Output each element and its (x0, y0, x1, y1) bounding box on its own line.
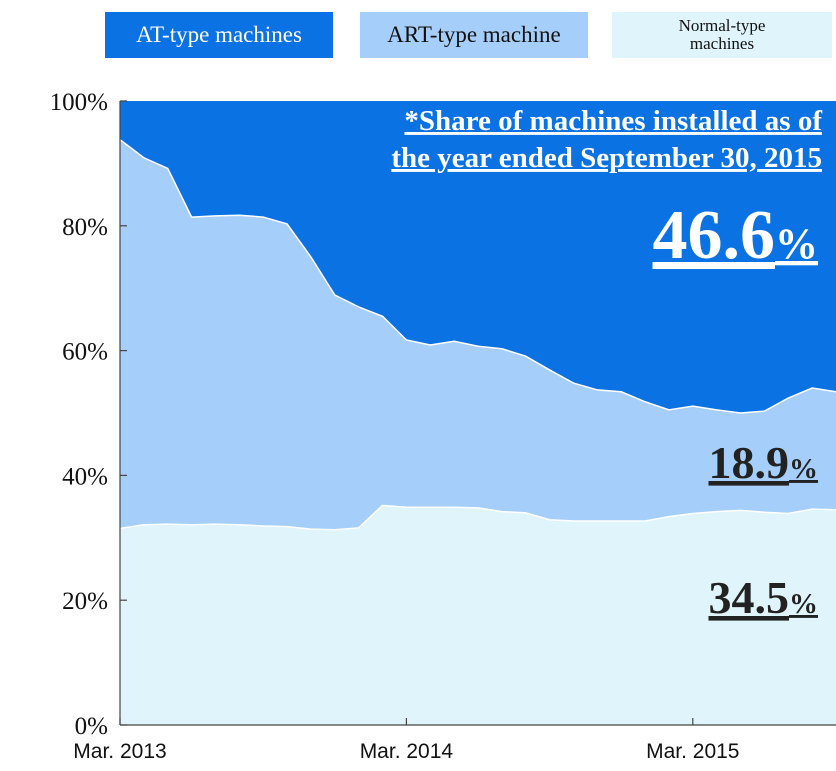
area-boundary (119, 139, 836, 414)
area (120, 505, 836, 725)
x-tick-label: Mar. 2015 (646, 740, 739, 763)
x-tick-label: Mar. 2014 (360, 740, 454, 763)
y-tick-label: 0% (75, 713, 108, 740)
y-tick-label: 80% (62, 214, 108, 241)
area (120, 101, 836, 413)
value-label: 46.6% (653, 197, 819, 274)
value-label: 18.9% (709, 437, 819, 488)
legend-item: Normal-type machines (612, 12, 832, 58)
area (120, 139, 836, 530)
y-tick-label: 100% (50, 89, 108, 116)
x-tick-label: Mar. 2013 (73, 740, 166, 763)
legend-item: AT-type machines (105, 12, 333, 58)
annotation: the year ended September 30, 2015 (391, 142, 822, 174)
value-label: 34.5% (709, 572, 819, 623)
y-tick-label: 20% (62, 588, 108, 615)
legend-item: ART-type machine (360, 12, 588, 58)
area-boundary (119, 504, 836, 531)
y-tick-label: 40% (62, 463, 108, 490)
y-tick-label: 60% (62, 339, 108, 366)
annotation: *Share of machines installed as of (404, 105, 822, 137)
